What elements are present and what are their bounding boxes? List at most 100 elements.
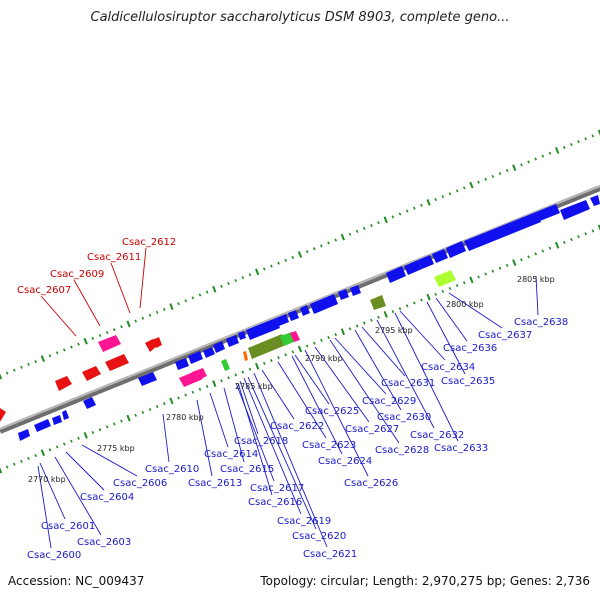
tick-mark xyxy=(83,337,88,345)
tick-mark xyxy=(548,151,552,155)
gene-label[interactable]: Csac_2636 xyxy=(443,343,497,354)
tick-mark xyxy=(377,315,380,319)
gene-label[interactable]: Csac_2616 xyxy=(248,497,302,508)
gene-feature[interactable] xyxy=(536,204,560,221)
gene-label[interactable]: Csac_2619 xyxy=(277,516,331,527)
gene-feature[interactable] xyxy=(350,285,361,296)
tick-mark xyxy=(284,353,288,357)
gene-label[interactable]: Csac_2600 xyxy=(27,550,81,561)
gene-label[interactable]: Csac_2610 xyxy=(145,464,199,475)
gene-feature[interactable] xyxy=(221,359,230,371)
gene-label[interactable]: Csac_2638 xyxy=(514,317,568,328)
gene-feature[interactable] xyxy=(386,266,406,283)
gene-feature[interactable] xyxy=(246,318,280,340)
gene-feature[interactable] xyxy=(276,314,289,326)
tick-mark xyxy=(441,289,445,293)
tick-mark xyxy=(570,143,573,147)
gene-feature[interactable] xyxy=(213,341,225,353)
gene-feature[interactable] xyxy=(446,241,466,258)
label-leader-lines xyxy=(37,247,539,549)
gene-feature[interactable] xyxy=(55,376,72,391)
gene-label[interactable]: Csac_2601 xyxy=(41,521,95,532)
gene-feature[interactable] xyxy=(18,429,30,441)
gene-label[interactable]: Csac_2618 xyxy=(234,436,288,447)
gene-label[interactable]: Csac_2637 xyxy=(478,330,532,341)
gene-feature[interactable] xyxy=(98,335,121,352)
gene-feature[interactable] xyxy=(138,372,157,386)
leader-line xyxy=(37,465,52,549)
gene-label[interactable]: Csac_2635 xyxy=(441,376,495,387)
gene-feature[interactable] xyxy=(288,310,299,321)
gene-feature[interactable] xyxy=(248,334,286,359)
gene-label[interactable]: Csac_2606 xyxy=(113,478,167,489)
tick-mark xyxy=(0,467,3,474)
gene-label[interactable]: Csac_2626 xyxy=(344,478,398,489)
gene-feature[interactable] xyxy=(290,331,300,342)
gene-label[interactable]: Csac_2615 xyxy=(220,464,274,475)
gene-feature[interactable] xyxy=(52,415,62,425)
gene-feature[interactable] xyxy=(0,408,6,422)
tick-mark xyxy=(412,301,416,305)
gene-feature[interactable] xyxy=(243,351,248,361)
gene-label[interactable]: Csac_2607 xyxy=(17,285,71,296)
gene-label[interactable]: Csac_2627 xyxy=(345,424,399,435)
tick-mark xyxy=(462,281,466,285)
gene-feature[interactable] xyxy=(434,270,456,287)
gene-feature[interactable] xyxy=(338,289,349,300)
gene-label[interactable]: Csac_2630 xyxy=(377,412,431,423)
gene-feature[interactable] xyxy=(175,358,189,370)
gene-feature[interactable] xyxy=(152,337,162,348)
gene-feature[interactable] xyxy=(188,351,203,364)
gene-feature[interactable] xyxy=(432,249,448,263)
gene-feature[interactable] xyxy=(203,347,215,358)
gene-label[interactable]: Csac_2629 xyxy=(362,396,416,407)
gene-label[interactable]: Csac_2611 xyxy=(87,252,141,263)
gene-feature[interactable] xyxy=(82,366,101,381)
gene-label[interactable]: Csac_2612 xyxy=(122,237,176,248)
tick-mark xyxy=(241,276,245,280)
leader-line xyxy=(110,262,131,314)
tick-mark xyxy=(162,307,166,312)
gene-label[interactable]: Csac_2614 xyxy=(204,449,258,460)
gene-label[interactable]: Csac_2633 xyxy=(434,443,488,454)
gene-label[interactable]: Csac_2622 xyxy=(270,421,324,432)
gene-feature[interactable] xyxy=(560,200,590,220)
gene-label[interactable]: Csac_2613 xyxy=(188,478,242,489)
gene-label[interactable]: Csac_2603 xyxy=(77,537,131,548)
tick-mark xyxy=(469,276,474,284)
gene-feature[interactable] xyxy=(404,260,422,275)
gene-label[interactable]: Csac_2631 xyxy=(381,378,435,389)
gene-label[interactable]: Csac_2623 xyxy=(302,440,356,451)
gene-label[interactable]: Csac_2617 xyxy=(250,483,304,494)
gene-label[interactable]: Csac_2628 xyxy=(375,445,429,456)
gene-label[interactable]: Csac_2604 xyxy=(80,492,134,503)
gene-feature[interactable] xyxy=(370,295,386,310)
kbp-label: 2775 kbp xyxy=(97,444,135,453)
gene-feature[interactable] xyxy=(464,212,541,251)
tick-mark xyxy=(98,428,102,432)
tick-mark xyxy=(362,226,366,231)
gene-feature[interactable] xyxy=(83,397,96,409)
gene-feature[interactable] xyxy=(34,419,51,432)
gene-label[interactable]: Csac_2620 xyxy=(292,531,346,542)
gene-label[interactable]: Csac_2609 xyxy=(50,269,104,280)
gene-feature[interactable] xyxy=(226,335,239,347)
tick-mark xyxy=(320,244,323,248)
gene-label[interactable]: Csac_2621 xyxy=(303,549,357,560)
leader-line xyxy=(261,369,295,420)
gene-feature[interactable] xyxy=(418,255,434,269)
gene-feature[interactable] xyxy=(590,195,600,206)
gene-feature[interactable] xyxy=(62,410,69,420)
gene-label[interactable]: Csac_2625 xyxy=(305,406,359,417)
gene-label[interactable]: Csac_2624 xyxy=(318,456,372,467)
gene-feature[interactable] xyxy=(300,305,310,316)
leader-line xyxy=(394,312,459,442)
gene-label[interactable]: Csac_2634 xyxy=(421,362,475,373)
gene-label[interactable]: Csac_2632 xyxy=(410,430,464,441)
tick-mark xyxy=(334,238,338,242)
tick-mark xyxy=(291,350,295,354)
gene-feature[interactable] xyxy=(105,354,129,371)
gene-feature[interactable] xyxy=(310,294,338,314)
gene-feature[interactable] xyxy=(238,331,246,340)
gene-feature[interactable] xyxy=(192,368,207,381)
